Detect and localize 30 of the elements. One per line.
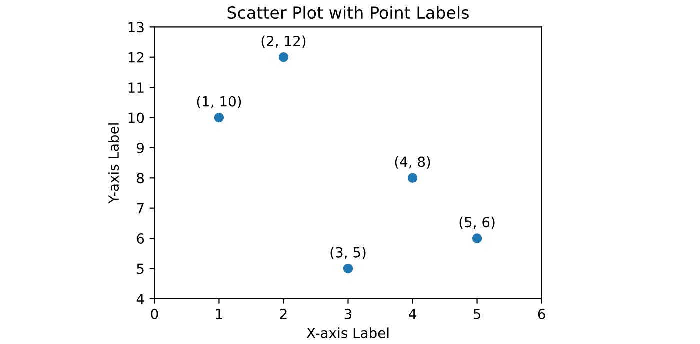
x-tick-label: 6 [538, 308, 546, 320]
x-axis-title: X-axis Label [306, 328, 389, 338]
x-tick-label: 5 [474, 309, 480, 320]
data-label: (3, 5) [330, 247, 366, 260]
data-label: (4, 8) [395, 156, 430, 169]
y-tick-label: 10 [128, 112, 144, 124]
y-axis-title: Y-axis Label [108, 124, 120, 204]
data-label: (2, 12) [262, 36, 306, 48]
y-tick-label: 9 [137, 142, 144, 154]
y-tick-label: 4 [136, 294, 144, 304]
data-label: (5, 6) [460, 216, 495, 230]
point [408, 173, 418, 184]
y-tick-label: 13 [128, 22, 144, 33]
x-tick-label: 4 [409, 309, 416, 320]
y-tick-label: 12 [128, 52, 144, 63]
y-tick-label: 5 [137, 264, 144, 274]
point [472, 234, 482, 244]
x-tick-label: 2 [280, 308, 287, 320]
y-tick-label: 6 [137, 234, 144, 244]
x-tick-label: 1 [216, 309, 222, 320]
y-tick-label: 8 [137, 173, 144, 184]
x-tick-label: 3 [344, 308, 352, 320]
chart-title: Scatter Plot with Point Labels [228, 6, 469, 20]
data-label: (1, 10) [197, 96, 242, 108]
y-tick-label: 11 [128, 82, 144, 93]
y-tick-label: 7 [137, 204, 144, 214]
point [214, 112, 224, 123]
point [278, 52, 289, 62]
point [343, 264, 354, 274]
x-tick-label: 0 [151, 308, 158, 320]
